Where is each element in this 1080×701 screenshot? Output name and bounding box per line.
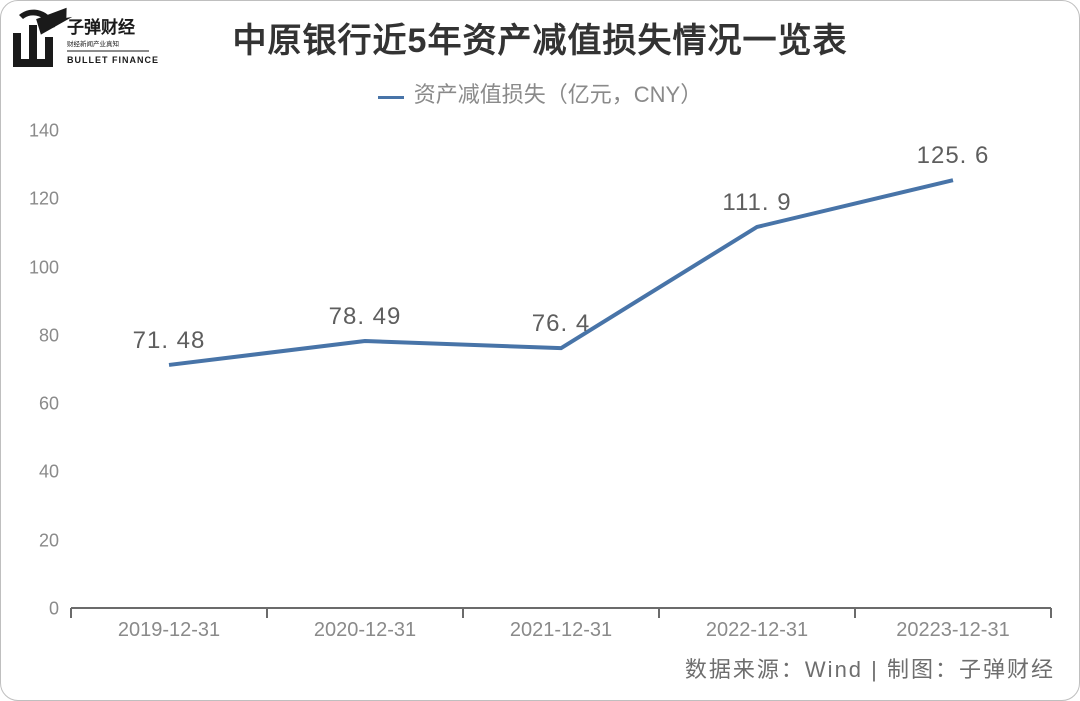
chart-frame: 子弹财经 财经新闻产业真知 BULLET FINANCE 中原银行近5年资产减值…	[0, 0, 1080, 701]
data-label: 71. 48	[133, 327, 206, 355]
chart-footer: 数据来源：Wind | 制图：子弹财经	[685, 652, 1055, 684]
legend-label: 资产减值损失（亿元，CNY）	[414, 82, 702, 107]
chart-legend: 资产减值损失（亿元，CNY）	[1, 77, 1079, 109]
data-label: 111. 9	[722, 189, 791, 217]
x-tick-mark	[854, 608, 856, 618]
data-label: 76. 4	[532, 310, 590, 338]
data-label: 78. 49	[329, 303, 402, 331]
x-tick-label: 2021-12-31	[510, 619, 612, 642]
x-tick-label: 2022-12-31	[706, 619, 808, 642]
y-tick-label: 20	[11, 530, 71, 551]
legend-line-icon	[378, 96, 404, 99]
x-tick-mark	[462, 608, 464, 618]
x-tick-label: 20223-12-31	[896, 619, 1009, 642]
y-tick-label: 140	[11, 121, 71, 142]
y-tick-label: 120	[11, 189, 71, 210]
y-tick-label: 100	[11, 257, 71, 278]
x-tick-mark	[1050, 608, 1052, 618]
data-label: 125. 6	[917, 142, 990, 170]
y-tick-label: 40	[11, 462, 71, 483]
plot-area: 2019-12-312020-12-312021-12-312022-12-31…	[71, 131, 1051, 609]
chart-title: 中原银行近5年资产减值损失情况一览表	[1, 13, 1079, 62]
x-tick-mark	[266, 608, 268, 618]
x-tick-label: 2020-12-31	[314, 619, 416, 642]
y-tick-label: 80	[11, 325, 71, 346]
line-series	[71, 131, 1051, 609]
x-tick-label: 2019-12-31	[118, 619, 220, 642]
x-tick-mark	[658, 608, 660, 618]
y-tick-label: 60	[11, 394, 71, 415]
y-tick-label: 0	[11, 599, 71, 620]
